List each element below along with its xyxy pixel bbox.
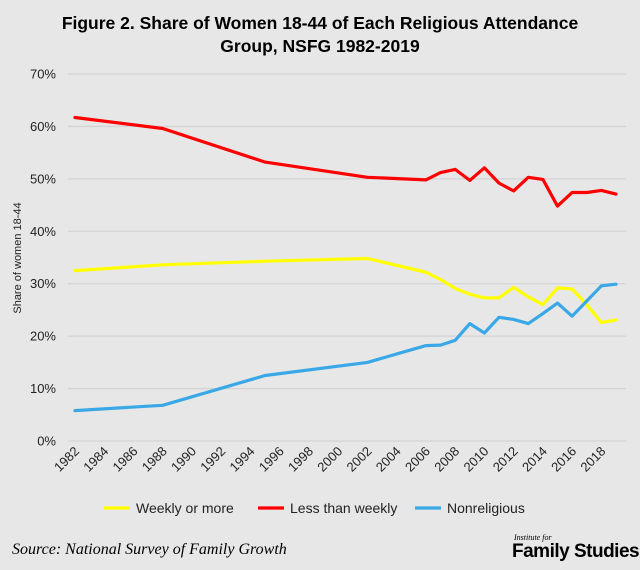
x-tick-label: 2014 [519,444,550,475]
y-tick-label: 60% [30,119,56,134]
chart-title: Figure 2. Share of Women 18-44 of Each R… [0,12,640,58]
chart-title-line-1: Figure 2. Share of Women 18-44 of Each R… [61,13,579,33]
source-note: Source: National Survey of Family Growth [12,541,287,558]
series-line-less-than-weekly [73,115,618,208]
series-line-weekly-or-more [73,256,618,325]
chart-title-line-2: Group, NSFG 1982-2019 [220,36,420,56]
x-tick-label: 2004 [373,444,404,475]
x-tick-label: 2006 [402,444,433,475]
x-tick-label: 2016 [548,444,579,475]
y-tick-label: 50% [30,171,56,186]
legend-label: Weekly or more [136,500,234,516]
logo-small-text: Institute for [514,533,552,542]
x-tick-label: 2000 [314,444,345,475]
y-tick-label: 30% [30,276,56,291]
y-tick-label: 20% [30,329,56,344]
x-tick-label: 2018 [577,444,608,475]
y-tick-label: 10% [30,381,56,396]
x-tick-label: 2008 [431,444,462,475]
x-tick-label: 1998 [285,444,316,475]
series-line-nonreligious [73,282,618,413]
x-tick-label: 1992 [197,444,228,475]
x-tick-label: 2002 [343,444,374,475]
x-tick-label: 2010 [460,444,491,475]
y-axis-label: Share of women 18-44 [12,202,24,313]
x-tick-label: 1990 [168,444,199,475]
logo-big-text: Family Studies [512,541,640,562]
y-tick-label: 40% [30,224,56,239]
x-tick-label: 1996 [256,444,287,475]
legend-label: Nonreligious [447,500,525,516]
x-tick-label: 1984 [80,444,111,475]
legend-label: Less than weekly [290,500,397,516]
ifs-logo: Institute for Family Studies [512,533,640,562]
x-tick-label: 1986 [110,444,141,475]
y-tick-label: 0% [37,434,56,449]
y-tick-label: 70% [30,67,56,82]
line-chart: 0%10%20%30%40%50%60%70%19821984198619881… [12,67,626,516]
x-tick-label: 1994 [227,444,258,475]
x-tick-label: 2012 [490,444,521,475]
x-tick-label: 1988 [139,444,170,475]
